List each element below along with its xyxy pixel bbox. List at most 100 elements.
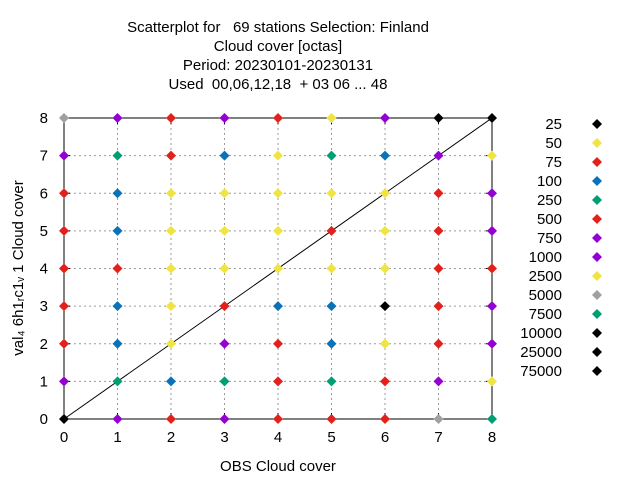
title-line: Scatterplot for 69 stations Selection: F… <box>127 19 429 36</box>
data-point <box>380 225 390 236</box>
data-point <box>273 338 283 349</box>
data-point <box>112 225 123 236</box>
data-point <box>273 150 283 161</box>
data-point <box>433 113 444 123</box>
data-point <box>433 150 444 161</box>
legend-label: 750 <box>537 230 562 247</box>
y-tick-label: 2 <box>40 336 48 353</box>
data-point <box>166 263 176 274</box>
data-point <box>433 188 444 199</box>
legend-marker <box>592 347 602 357</box>
data-point <box>326 338 337 349</box>
legend-marker <box>592 176 602 186</box>
legend-label: 75000 <box>520 363 562 380</box>
data-point <box>166 414 176 424</box>
data-point <box>273 188 283 199</box>
legend-marker <box>592 138 602 148</box>
legend-marker <box>592 271 602 281</box>
title-line: Used 00,06,12,18 + 03 06 ... 48 <box>169 76 388 93</box>
data-point <box>380 301 390 312</box>
data-point <box>487 263 497 274</box>
data-point <box>273 414 283 424</box>
legend-label: 7500 <box>529 306 562 323</box>
x-tick-label: 0 <box>60 429 68 446</box>
legend-marker <box>592 195 602 205</box>
data-point <box>112 376 123 387</box>
y-tick-label: 8 <box>40 110 48 127</box>
x-axis-label: OBS Cloud cover <box>220 458 336 475</box>
legend-marker <box>592 233 602 243</box>
data-point <box>273 301 283 312</box>
data-point <box>219 150 230 161</box>
legend-label: 50 <box>545 135 562 152</box>
title-line: Cloud cover [octas] <box>214 38 342 55</box>
data-point <box>112 150 123 161</box>
data-point <box>166 225 176 236</box>
data-point <box>487 225 497 236</box>
y-tick-label: 4 <box>40 261 48 278</box>
legend-marker <box>592 309 602 319</box>
legend-label: 1000 <box>529 249 562 266</box>
legend-marker <box>592 119 602 129</box>
data-point <box>326 225 337 236</box>
data-point <box>219 263 230 274</box>
data-point <box>433 263 444 274</box>
legend-label: 250 <box>537 192 562 209</box>
data-point <box>380 414 390 424</box>
data-points <box>59 113 497 424</box>
data-point <box>166 113 176 123</box>
data-point <box>112 414 123 424</box>
data-point <box>273 376 283 387</box>
data-point <box>219 338 230 349</box>
legend-label: 25000 <box>520 344 562 361</box>
x-tick-label: 4 <box>274 429 282 446</box>
data-point <box>59 376 69 387</box>
chart-title: Scatterplot for 69 stations Selection: F… <box>127 19 429 93</box>
legend-marker <box>592 157 602 167</box>
data-point <box>112 338 123 349</box>
data-point <box>326 113 337 123</box>
x-tick-label: 5 <box>327 429 335 446</box>
data-point <box>326 414 337 424</box>
data-point <box>433 414 444 424</box>
data-point <box>433 376 444 387</box>
data-point <box>380 113 390 123</box>
legend-marker <box>592 214 602 224</box>
data-point <box>487 113 497 123</box>
legend-marker <box>592 290 602 300</box>
y-tick-label: 3 <box>40 298 48 315</box>
data-point <box>112 113 123 123</box>
legend-label: 5000 <box>529 287 562 304</box>
data-point <box>487 188 497 199</box>
data-point <box>219 301 230 312</box>
legend-label: 2500 <box>529 268 562 285</box>
data-point <box>380 338 390 349</box>
data-point <box>112 301 123 312</box>
data-point <box>326 376 337 387</box>
y-tick-label: 1 <box>40 373 48 390</box>
x-tick-label: 2 <box>167 429 175 446</box>
data-point <box>59 113 69 123</box>
data-point <box>59 188 69 199</box>
data-point <box>59 301 69 312</box>
x-tick-label: 8 <box>488 429 496 446</box>
data-point <box>112 188 123 199</box>
data-point <box>380 188 390 199</box>
x-tick-label: 3 <box>220 429 228 446</box>
legend-label: 10000 <box>520 325 562 342</box>
data-point <box>433 301 444 312</box>
x-axis-ticks: 0 1 2 3 4 5 6 7 8 <box>60 118 496 446</box>
data-point <box>326 301 337 312</box>
data-point <box>59 338 69 349</box>
y-axis-label: val₄ 6h1ᵣc1ᵥ 1 Cloud cover <box>10 180 27 355</box>
data-point <box>487 414 497 424</box>
data-point <box>166 188 176 199</box>
x-tick-label: 7 <box>434 429 442 446</box>
data-point <box>326 150 337 161</box>
data-point <box>487 150 497 161</box>
data-point <box>273 263 283 274</box>
data-point <box>380 150 390 161</box>
legend-marker <box>592 366 602 376</box>
legend-label: 25 <box>545 116 562 133</box>
